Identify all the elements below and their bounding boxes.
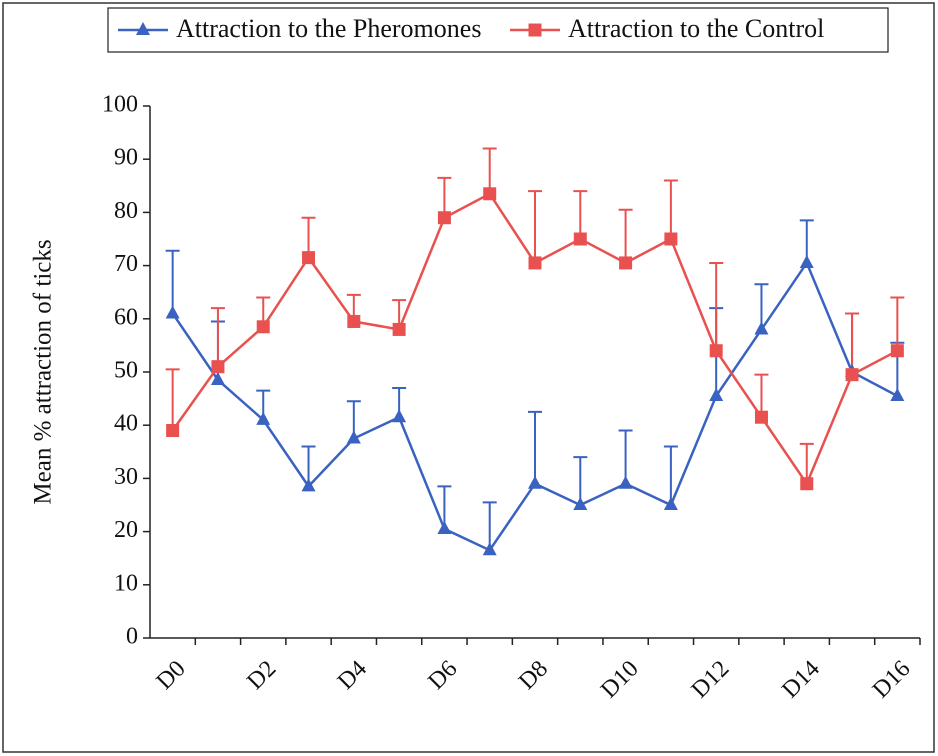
error-bar (799, 442, 814, 484)
error-bar (709, 261, 724, 351)
point (301, 478, 316, 492)
point (256, 320, 270, 334)
y-tick-label: 30 (114, 464, 138, 490)
y-tick-label: 50 (114, 358, 138, 384)
point (663, 497, 678, 510)
error-bar (210, 307, 225, 367)
y-tick-label: 90 (114, 145, 138, 171)
point (618, 475, 633, 489)
point (165, 305, 180, 319)
error-bar (573, 190, 588, 239)
error-bar (890, 296, 905, 351)
point (573, 497, 588, 510)
error-bar (528, 410, 542, 484)
point (619, 256, 633, 270)
error-bar (528, 190, 542, 263)
point (528, 256, 542, 270)
y-axis-label: Mean % attraction of ticks (30, 239, 57, 504)
error-bar (618, 208, 633, 263)
point (528, 475, 542, 489)
error-bar (663, 179, 678, 239)
point (799, 254, 814, 268)
point (754, 410, 768, 424)
error-bar (165, 249, 180, 314)
point (664, 232, 678, 246)
y-tick-label: 10 (114, 570, 138, 596)
point (482, 542, 497, 556)
point (256, 411, 271, 425)
y-tick-label: 40 (114, 411, 138, 437)
error-bar (437, 176, 452, 218)
error-bar (618, 429, 633, 484)
error-bar (165, 368, 180, 431)
point (573, 232, 587, 246)
point (709, 344, 723, 358)
y-tick-label: 100 (102, 92, 138, 118)
point (890, 344, 904, 358)
y-tick-label: 60 (114, 304, 138, 330)
point (346, 430, 361, 444)
point (302, 251, 316, 265)
point (347, 314, 361, 328)
legend-marker (136, 22, 150, 35)
legend-label: Attraction to the Control (568, 14, 824, 43)
y-tick-label: 80 (114, 198, 138, 224)
point (392, 409, 407, 423)
point (392, 322, 406, 336)
legend-box (107, 7, 889, 53)
point (437, 520, 452, 534)
point (211, 360, 225, 374)
error-bar (301, 216, 316, 258)
y-tick-label: 70 (114, 251, 138, 277)
error-bar (482, 147, 497, 194)
point (845, 368, 859, 382)
point (890, 387, 905, 401)
point (437, 211, 451, 225)
point (483, 187, 497, 201)
error-bar (663, 445, 678, 505)
error-bar (754, 373, 769, 418)
y-tick-label: 0 (126, 624, 138, 650)
point (166, 424, 180, 438)
point (754, 321, 769, 335)
y-tick-label: 20 (114, 517, 138, 543)
legend-label: Attraction to the Pheromones (176, 14, 481, 43)
point (709, 387, 724, 401)
point (210, 371, 225, 385)
point (800, 477, 814, 491)
legend-marker (528, 23, 542, 37)
